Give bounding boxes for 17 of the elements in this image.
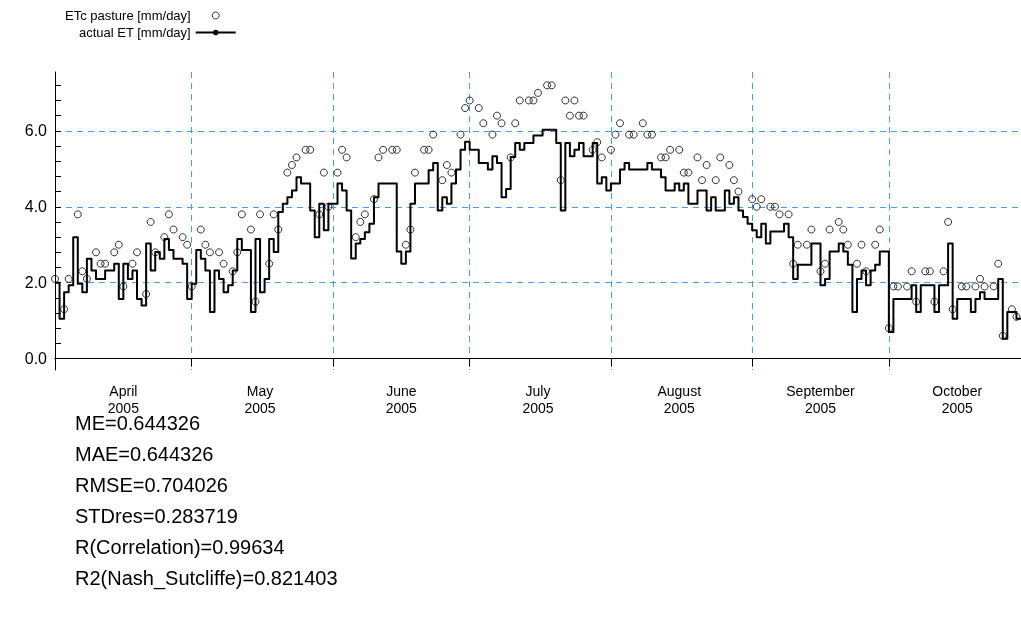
- x-tick-label: May 2005: [244, 382, 276, 416]
- text: R(Correlation)=0.99634: [75, 536, 285, 558]
- legend-label: actual ET [mm/day]: [78, 25, 191, 40]
- x-tick-label: June 2005: [385, 382, 418, 416]
- text: R2(Nash_Sutcliffe)=0.821403: [75, 567, 338, 590]
- text: MAE=0.644326: [75, 443, 214, 465]
- x-tick-label: October 2005: [932, 382, 983, 416]
- y-tick-label: 4.0: [24, 198, 48, 216]
- x-tick-label: August 2005: [657, 382, 702, 416]
- x-tick-label: July 2005: [522, 382, 554, 416]
- y-tick-label: 6.0: [24, 122, 48, 140]
- y-tick-label: 2.0: [24, 274, 48, 292]
- legend-label: ETc pasture [mm/day]: [64, 8, 191, 23]
- text: STDres=0.283719: [75, 505, 238, 527]
- text: RMSE=0.704026: [75, 474, 228, 496]
- y-tick-label: 0.0: [24, 350, 48, 368]
- x-tick-label: September 2005: [786, 382, 856, 416]
